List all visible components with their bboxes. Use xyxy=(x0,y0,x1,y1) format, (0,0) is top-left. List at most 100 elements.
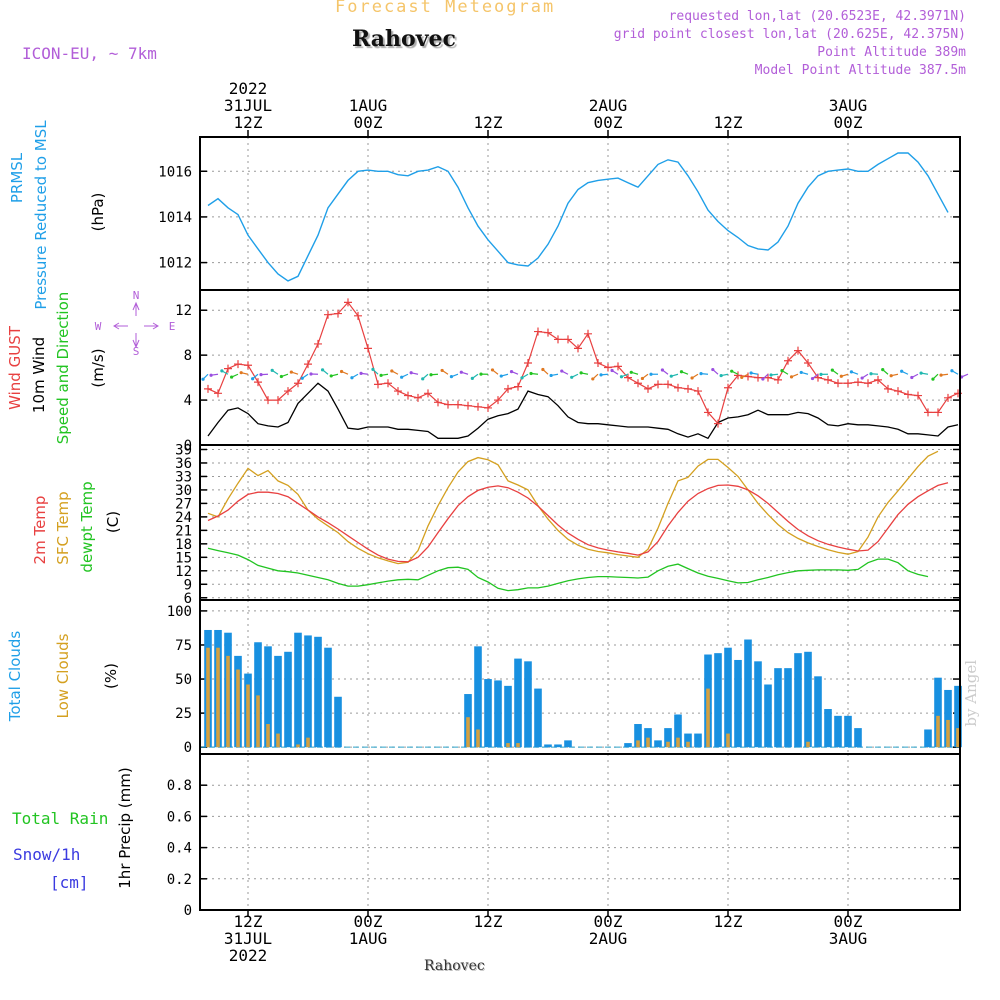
snow-unit-label: [cm] xyxy=(50,873,89,892)
wind-arrow-head xyxy=(900,369,904,373)
total-cloud-bar xyxy=(724,647,732,748)
gust-marker xyxy=(754,373,762,382)
gust-marker xyxy=(684,384,692,393)
wind-arrow-head xyxy=(629,370,633,374)
time-label-bottom: 00Z xyxy=(354,912,383,931)
gust-marker xyxy=(584,329,592,338)
time-label-top: 2AUG xyxy=(589,96,628,115)
dewpt-label: dewpt Temp xyxy=(78,481,96,572)
pressure-line xyxy=(207,152,949,282)
gust-marker xyxy=(274,396,282,405)
gust-marker xyxy=(934,408,942,417)
time-label-top: 12Z xyxy=(714,113,743,132)
dewpt-line xyxy=(207,547,929,592)
low-cloud-bar xyxy=(206,647,210,748)
y-tick-label: 21 xyxy=(175,523,192,539)
location-title: Rahovec xyxy=(352,26,456,52)
wind-arrow-head xyxy=(449,375,454,379)
wind-10m-label: 10m Wind xyxy=(30,337,48,413)
total-cloud-bar xyxy=(534,688,542,748)
gust-marker xyxy=(304,360,312,369)
chart-title: Forecast Meteogram xyxy=(335,0,556,17)
y-tick-label: 1014 xyxy=(158,210,192,226)
wind-arrow-head xyxy=(939,373,943,377)
total-cloud-bar xyxy=(554,744,562,748)
y-tick-label: 33 xyxy=(175,469,192,485)
gust-marker xyxy=(884,384,892,393)
time-label-bottom: 12Z xyxy=(474,912,503,931)
time-label-top: 00Z xyxy=(834,113,863,132)
low-clouds-label: Low Clouds xyxy=(54,633,72,718)
gust-marker xyxy=(494,396,502,405)
low-cloud-bar xyxy=(666,741,670,748)
wind-arrow-head xyxy=(379,373,383,377)
wind-arrow-head xyxy=(881,368,885,372)
low-cloud-bar xyxy=(946,719,950,748)
low-cloud-bar xyxy=(256,695,260,748)
time-label-bottom: 3AUG xyxy=(829,929,868,948)
wind-arrow-head xyxy=(429,373,433,377)
gust-marker xyxy=(374,380,382,389)
low-cloud-bar xyxy=(516,743,520,748)
wind-arrow-head xyxy=(740,375,744,380)
total-cloud-bar xyxy=(484,679,492,748)
total-cloud-bar xyxy=(784,668,792,748)
total-cloud-bar xyxy=(294,632,302,748)
low-cloud-bar xyxy=(476,729,480,748)
panel-frame xyxy=(199,753,961,911)
y-tick-label: 9 xyxy=(184,577,192,593)
wind-unit-label: (m/s) xyxy=(89,348,107,387)
gust-marker xyxy=(404,391,412,400)
compass-icon: N S W E xyxy=(95,289,176,358)
total-cloud-bar xyxy=(714,653,722,748)
compass-letter: N xyxy=(133,289,140,302)
total-cloud-bar xyxy=(524,661,532,748)
wind-arrow-head xyxy=(220,369,224,373)
wind-arrow-head xyxy=(329,374,333,378)
gust-line xyxy=(207,301,959,425)
wind-arrow-head xyxy=(849,370,854,374)
wind-gust-label: Wind GUST xyxy=(6,325,24,410)
wind-arrow-head xyxy=(780,369,784,373)
wind-arrow-head xyxy=(869,372,873,376)
wind-arrow-head xyxy=(339,369,344,374)
gust-marker xyxy=(524,359,532,368)
total-cloud-bar xyxy=(674,714,682,748)
total-cloud-bar xyxy=(824,709,832,748)
gust-marker xyxy=(464,401,472,410)
gust-marker xyxy=(914,391,922,400)
gust-marker xyxy=(694,387,702,396)
gust-marker xyxy=(434,398,442,407)
gust-marker xyxy=(924,408,932,417)
gust-marker xyxy=(674,383,682,392)
wind-arrow-head xyxy=(259,373,263,377)
total-cloud-bar xyxy=(754,661,762,748)
time-label-top: 00Z xyxy=(354,113,383,132)
gridpoint-coords: grid point closest lon,lat (20.625E, 42.… xyxy=(613,27,966,42)
gust-marker xyxy=(204,384,212,393)
wind-arrow-head xyxy=(440,368,444,373)
wind-arrow-head xyxy=(570,375,574,379)
low-cloud-bar xyxy=(936,715,940,748)
total-cloud-bar xyxy=(494,680,502,748)
y-tick-label: 27 xyxy=(175,496,192,512)
y-tick-label: 0.8 xyxy=(167,778,192,794)
grid-lines xyxy=(200,137,960,911)
time-label-bottom: 2AUG xyxy=(589,929,628,948)
low-cloud-bar xyxy=(276,733,280,748)
wind-arrow-head xyxy=(660,368,665,372)
gust-marker xyxy=(644,384,652,393)
low-cloud-bar xyxy=(466,717,470,748)
gust-marker xyxy=(484,403,492,412)
time-label-top: 3AUG xyxy=(829,96,868,115)
y-tick-label: 8 xyxy=(184,348,192,364)
y-tick-label: 0 xyxy=(184,740,192,756)
wind-arrow-head xyxy=(490,368,495,372)
low-cloud-bar xyxy=(226,655,230,748)
gust-marker xyxy=(794,346,802,355)
y-tick-label: 0.4 xyxy=(167,841,192,857)
y-tick-label: 0 xyxy=(184,438,192,454)
wind-arrow-head xyxy=(931,377,935,381)
wind-arrow-head xyxy=(910,375,914,380)
